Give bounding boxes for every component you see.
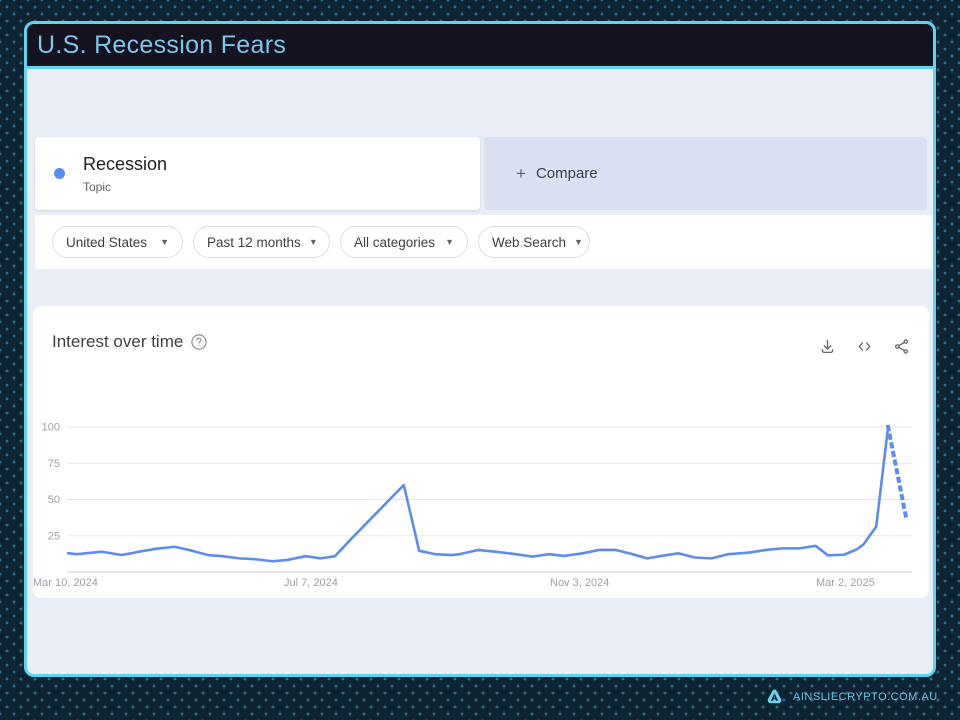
svg-text:Mar 2, 2025: Mar 2, 2025	[816, 577, 875, 589]
svg-text:25: 25	[48, 531, 60, 543]
svg-text:Mar 10, 2024: Mar 10, 2024	[33, 577, 98, 589]
svg-text:100: 100	[42, 422, 60, 434]
svg-text:Jul 7, 2024: Jul 7, 2024	[284, 577, 338, 589]
svg-text:50: 50	[48, 494, 60, 506]
svg-text:75: 75	[48, 458, 60, 470]
svg-text:Nov 3, 2024: Nov 3, 2024	[550, 577, 609, 589]
